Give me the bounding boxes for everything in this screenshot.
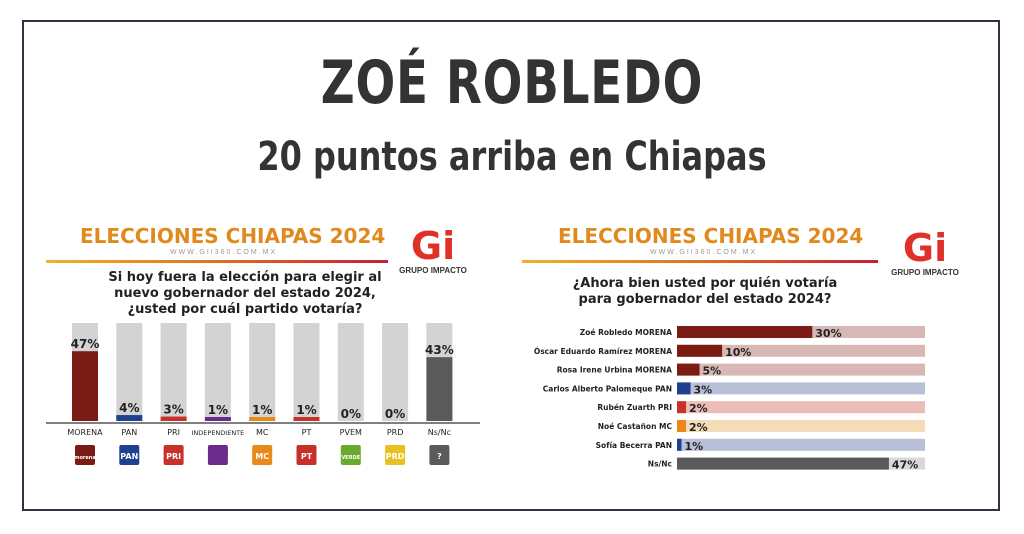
party-logo-text: MC [255, 452, 269, 461]
candidate-label: Rosa Irene Urbina MORENA [557, 366, 672, 375]
party-logo-icon [296, 445, 317, 465]
category-label: PRD [387, 428, 404, 437]
bar-value-label: 43% [425, 343, 454, 357]
bar-track [116, 323, 143, 421]
bar-value-label: 1% [252, 403, 272, 417]
candidate-bar [677, 457, 889, 470]
candidate-bar [677, 326, 813, 338]
bar-track [677, 344, 925, 357]
page-subtitle: 20 puntos arriba en Chiapas [257, 134, 767, 180]
bar-value-label: 1% [685, 440, 704, 453]
category-label: MC [256, 428, 269, 437]
category-label: PAN [121, 428, 137, 437]
panel-header: ELECCIONES CHIAPAS 2024 [80, 224, 386, 248]
candidate-chart-panel: ELECCIONES CHIAPAS 2024 WWW.GII360.COM.M… [522, 218, 1000, 478]
panel-url: WWW.GII360.COM.MX [170, 249, 278, 256]
header-line [46, 260, 388, 263]
grupo-impacto-logo: Gi GRUPO IMPACTO [399, 224, 467, 275]
party-logo-text: PAN [120, 452, 138, 461]
bar-pt [293, 417, 320, 421]
party-logo-text: VERDE [341, 455, 360, 461]
party-chart-panel: ELECCIONES CHIAPAS 2024 WWW.GII360.COM.M… [40, 218, 510, 478]
party-logo-icon [340, 445, 361, 465]
bar-pan [116, 415, 143, 421]
party-logo-icon [207, 445, 228, 465]
party-logo-icon [252, 445, 273, 465]
party-logo-icon [119, 445, 140, 465]
candidate-label: Zoé Robledo MORENA [580, 328, 672, 337]
header-line [522, 260, 878, 263]
party-logo-text: PT [301, 452, 313, 461]
bar-track [249, 323, 276, 421]
candidate-label: Ns/Nc [648, 460, 672, 469]
candidate-bar [677, 438, 682, 451]
bar-value-label: 47% [892, 459, 918, 472]
candidate-bar [677, 344, 723, 357]
page-title: ZOÉ ROBLEDO [320, 48, 704, 118]
bar-track [337, 323, 364, 421]
bar-value-label: 4% [119, 401, 139, 415]
bar-value-label: 47% [71, 337, 100, 351]
bar-track [160, 323, 187, 421]
bar-value-label: 10% [725, 346, 751, 359]
party-logo-text: PRD [386, 452, 405, 461]
party-logo-icon [163, 445, 184, 465]
bar-track [204, 323, 231, 421]
party-logo-text: ? [437, 452, 442, 461]
candidate-bar [677, 382, 691, 395]
category-label: Ns/Nc [428, 428, 451, 437]
bar-value-label: 1% [208, 403, 228, 417]
chart-question: ¿Ahora bien usted por quién votaría para… [572, 276, 838, 307]
bar-value-label: 0% [385, 407, 405, 421]
bar-mc [249, 417, 276, 421]
chart-question: Si hoy fuera la elección para elegir al … [108, 270, 382, 317]
bar-track [677, 420, 925, 432]
candidate-label: Óscar Eduardo Ramírez MORENA [534, 347, 672, 356]
candidate-bar-chart: Zoé Robledo MORENA 30% Óscar Eduardo Ramír… [534, 326, 925, 472]
candidate-bar [677, 420, 687, 432]
grupo-impacto-logo: Gi GRUPO IMPACTO [891, 226, 959, 277]
candidate-bar [677, 363, 700, 376]
candidate-label: Sofía Becerra PAN [596, 441, 672, 450]
bar-value-label: 30% [815, 327, 841, 340]
bar-value-label: 3% [694, 383, 713, 396]
party-logo-text: morena [74, 455, 95, 461]
bar-independiente [204, 417, 231, 421]
party-logo-icon [429, 445, 450, 465]
category-label: PVEM [340, 428, 362, 437]
bar-track [677, 363, 925, 376]
category-label: PT [302, 428, 312, 437]
party-logo-icon [385, 445, 406, 465]
bar-value-label: 2% [689, 402, 708, 415]
panel-url: WWW.GII360.COM.MX [650, 249, 758, 256]
category-label: INDEPENDIENTE [192, 429, 245, 437]
bar-track [677, 382, 925, 395]
candidate-label: Rubén Zuarth PRI [597, 403, 672, 412]
bar-value-label: 1% [296, 403, 316, 417]
bar-value-label: 2% [689, 421, 708, 434]
party-logo-text: PRI [166, 452, 181, 461]
bar-track [382, 323, 409, 421]
category-label: MORENA [67, 428, 103, 437]
panel-header: ELECCIONES CHIAPAS 2024 [558, 224, 864, 248]
category-label: PRI [167, 428, 180, 437]
bar-track [677, 438, 925, 451]
candidate-label: Carlos Alberto Palomeque PAN [543, 384, 672, 393]
bar-pri [160, 416, 187, 421]
candidate-label: Noé Castañon MC [598, 422, 673, 431]
bar-value-label: 0% [341, 407, 361, 421]
bar-value-label: 3% [163, 403, 183, 417]
bar-track [677, 401, 925, 414]
frame [22, 20, 1000, 511]
party-logo-icon [75, 445, 95, 465]
bar-ns/nc [426, 357, 453, 421]
bar-value-label: 5% [703, 365, 722, 378]
bar-track [293, 323, 320, 421]
party-bar-chart: 47% MORENA morena 4% PAN PAN 3% PRI PRI 1% INDEPEN… [46, 323, 480, 465]
bar-morena [72, 351, 98, 421]
candidate-bar [677, 401, 687, 414]
